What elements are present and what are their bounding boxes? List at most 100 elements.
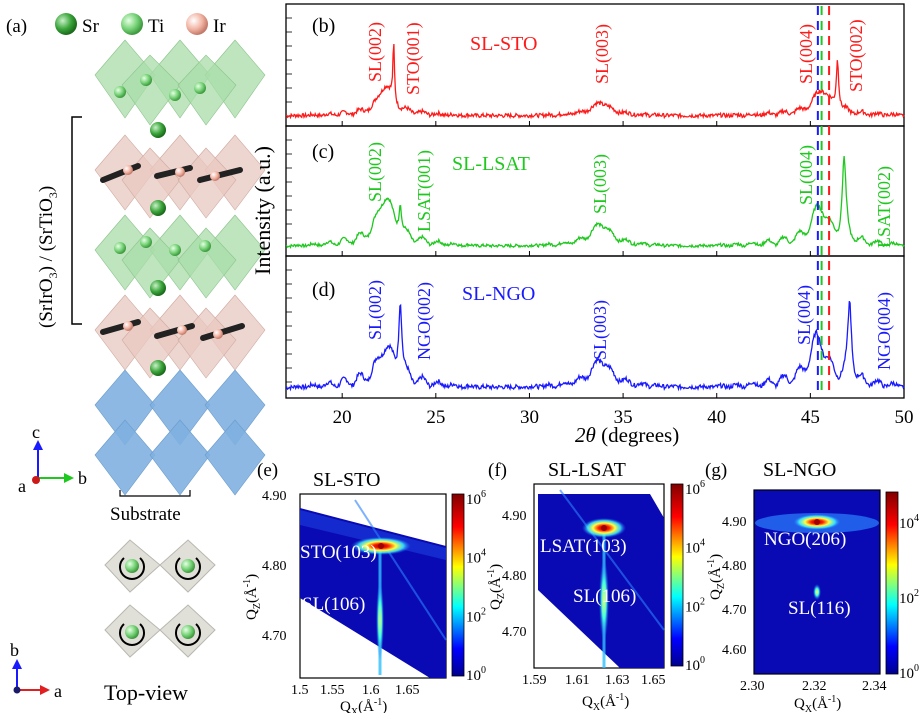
- xrd-x-tick-label-3: 35: [614, 407, 633, 428]
- rsm-g-qz-tick-4: 4.60: [722, 643, 747, 658]
- axis-b-label: b: [78, 468, 87, 488]
- rsm-g-qz-tick-3: 4.70: [722, 603, 747, 618]
- ti-legend-ball: [121, 13, 143, 35]
- panel-f: (f) SL-LSAT LSAT(103) SL(106) 4.90 4.80 …: [486, 459, 705, 713]
- ngo-peak-label-sl002: SL(002): [365, 280, 386, 340]
- top-view-label: Top-view: [104, 680, 188, 705]
- sto-peak-label-sl003: SL(003): [592, 24, 613, 84]
- sto-peak-label-sl004: SL(004): [796, 24, 817, 84]
- rsm-e-peak1-label: STO(103): [300, 542, 377, 563]
- xrd-y-ticks: [286, 17, 292, 383]
- rsm-g-qx-tick-2: 2.32: [802, 679, 827, 694]
- top-view-structure: [104, 539, 216, 658]
- superlattice-bracket: [71, 116, 82, 325]
- rsm-g-qz-tick-2: 4.80: [722, 559, 747, 574]
- rsm-f-qz-tick-3: 4.70: [502, 625, 527, 640]
- rsm-g-qx-label: QX(Å-1): [794, 694, 841, 713]
- panel-label-f: (f): [488, 460, 507, 481]
- xrd-x-ticks: 20 25 30 35 40 45 50: [333, 121, 914, 428]
- cbar-e-label-1: 104: [466, 548, 486, 567]
- rsm-e-qx-label: QX(Å-1): [340, 697, 387, 713]
- xrd-trace-sl-sto: [285, 43, 905, 120]
- rsm-e-qx-tick-2: 1.55: [320, 683, 345, 698]
- rsm-f-colorbar-labels: 106 104 102 100: [685, 479, 705, 674]
- rsm-g-title: SL-NGO: [763, 459, 836, 481]
- rsm-f-qx-tick-3: 1.63: [605, 673, 630, 688]
- ti-legend-label: Ti: [148, 16, 164, 37]
- cbar-f-label-0: 106: [685, 479, 705, 498]
- rsm-f-qz-label: QZ(Å-1): [486, 564, 507, 610]
- xrd-ylabel: Intensity (a.u.): [250, 146, 275, 275]
- rsm-f-qx-tick-2: 1.61: [565, 673, 590, 688]
- rsm-g-peak2-label: SL(116): [788, 598, 851, 619]
- rsm-e-title: SL-STO: [313, 469, 380, 491]
- sio-layer-2: [94, 294, 266, 379]
- cbar-f-label-3: 100: [685, 655, 705, 674]
- substrate-bracket: [119, 490, 191, 497]
- cbar-e-label-2: 102: [466, 606, 486, 625]
- lsat-peak-label-sl004: SL(004): [796, 145, 817, 205]
- sr-legend-label: Sr: [82, 16, 100, 37]
- xrd-x-tick-label-0: 20: [333, 407, 352, 428]
- cbar-g-label-2: 100: [899, 663, 919, 682]
- ngo-peak-label-sl004: SL(004): [794, 285, 815, 345]
- ngo-peak-label-ngo002: NGO(002): [414, 282, 435, 360]
- rsm-f-colorbar: [670, 483, 684, 667]
- rsm-e-peak-sl: [376, 580, 384, 660]
- cbar-e-label-3: 100: [466, 665, 486, 684]
- cbar-f-label-2: 102: [685, 596, 705, 615]
- ir-legend-ball: [186, 13, 208, 35]
- sto-peak-label-sto001: STO(001): [403, 22, 424, 95]
- lsat-peak-label-lsat001: LSAT(001): [414, 150, 435, 232]
- substrate-label: Substrate: [110, 504, 181, 525]
- panel-label-b: (b): [312, 15, 335, 37]
- xrd-dashed-lines: [816, 6, 831, 396]
- panel-label-g: (g): [705, 460, 727, 481]
- xrd-trace-sl-ngo: [285, 300, 905, 392]
- xrd-x-tick-label-6: 50: [895, 407, 914, 428]
- cbar-e-label-0: 106: [466, 489, 486, 508]
- xrd-x-tick-label-2: 30: [520, 407, 539, 428]
- ngo-peak-label-sl003: SL(003): [590, 300, 611, 360]
- sto-peak-label-sto002: STO(002): [846, 19, 867, 92]
- sl-sto-name: SL-STO: [470, 33, 537, 55]
- rsm-g-peak-sl: [813, 584, 821, 600]
- rsm-f-title: SL-LSAT: [548, 459, 626, 481]
- superlattice-label: (SrIrO3) / (SrTiO3): [36, 186, 60, 328]
- lsat-peak-label-sl002: SL(002): [365, 142, 386, 202]
- panel-label-a: (a): [6, 16, 27, 37]
- rsm-f-qz-tick-2: 4.80: [502, 569, 527, 584]
- panel-label-e: (e): [257, 460, 278, 481]
- rsm-e-qx-tick-4: 1.65: [395, 683, 420, 698]
- rsm-e-qz-label: QZ(Å-1): [242, 574, 263, 620]
- rsm-e-colorbar: [451, 493, 465, 677]
- ir-legend-label: Ir: [213, 16, 226, 37]
- top-axis-b-label: b: [10, 640, 19, 660]
- sto-layer-top: [94, 39, 266, 126]
- top-axis-a-label: a: [54, 681, 62, 701]
- rsm-g-colorbar-labels: 104 102 100: [899, 513, 919, 682]
- ngo-peak-label-ngo004: NGO(004): [874, 292, 895, 370]
- rsm-f-qx-label: QX(Å-1): [582, 692, 629, 713]
- rsm-f-peak2-label: SL(106): [573, 586, 636, 607]
- rsm-g-qx-tick-1: 2.30: [740, 679, 765, 694]
- xrd-frame-d: [285, 255, 905, 399]
- crystal-structure: [94, 39, 266, 496]
- rsm-e-qz-tick-3: 4.70: [262, 629, 287, 644]
- cbar-g-label-0: 104: [899, 513, 919, 532]
- xrd-panels: Intensity (a.u.) 20 25 30 35 40 45 50 2θ (degr…: [250, 3, 914, 447]
- rsm-f-qz-tick-1: 4.90: [502, 509, 527, 524]
- sto-layer-2: [94, 214, 266, 299]
- rsm-e-qz-tick-2: 4.80: [262, 559, 287, 574]
- axis-c-label: c: [32, 422, 40, 442]
- top-axis-triad: b a: [10, 640, 62, 701]
- rsm-g-qz-label: QZ(Å-1): [706, 554, 727, 600]
- panel-label-d: (d): [312, 279, 335, 301]
- cbar-f-label-1: 104: [685, 538, 705, 557]
- rsm-f-qx-tick-1: 1.59: [522, 673, 547, 688]
- substrate-block: [94, 369, 266, 496]
- rsm-e-qx-tick-1: 1.5: [291, 683, 309, 698]
- axis-a-label: a: [18, 476, 26, 496]
- rsm-f-qx-tick-4: 1.65: [641, 673, 666, 688]
